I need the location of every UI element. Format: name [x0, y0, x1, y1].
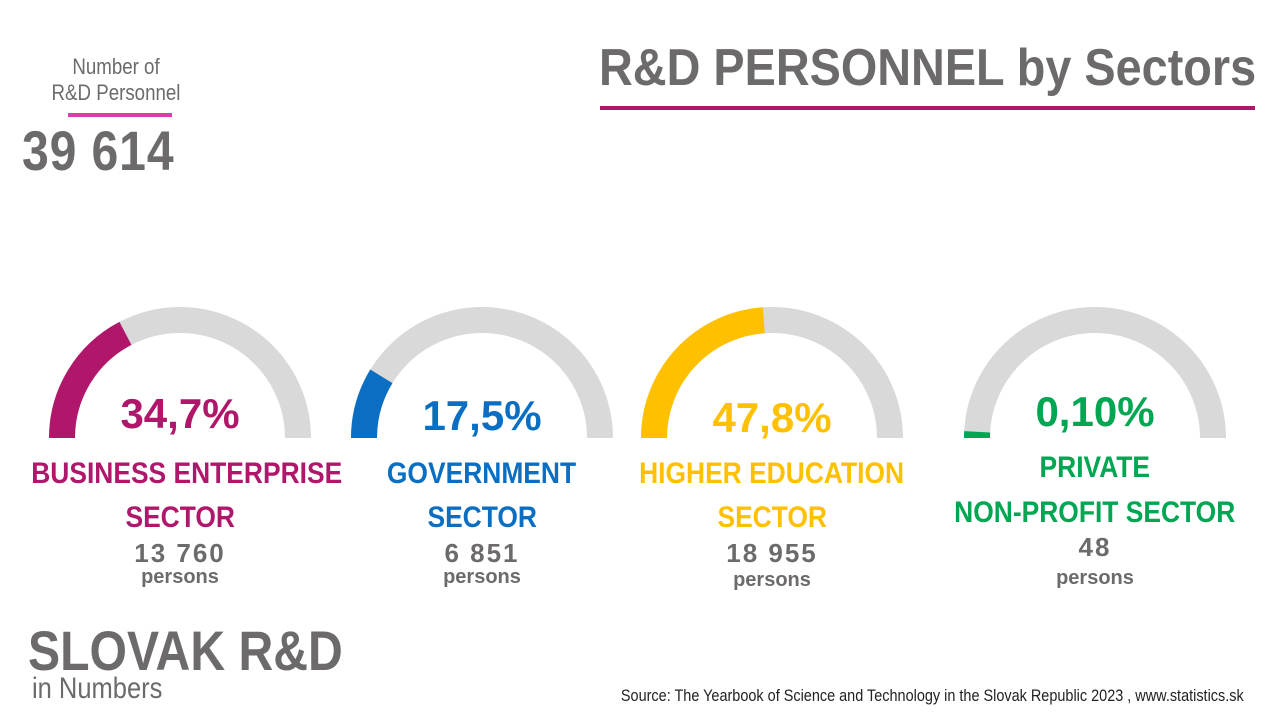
gauge-svg	[351, 307, 613, 439]
gauge-sector-label: NON-PROFIT SECTOR	[954, 496, 1236, 529]
gauge-count: 6 851	[444, 538, 520, 568]
page-title: R&D PERSONNEL by Sectors	[598, 39, 1256, 97]
source-note: Source: The Yearbook of Science and Tech…	[621, 686, 1244, 705]
gauge-svg	[49, 307, 311, 439]
gauge-3: 47,8% HIGHER EDUCATION SECTOR 18 955 persons	[622, 300, 922, 600]
gauge-unit: persons	[733, 569, 811, 591]
gauge-percent-label: 17,5%	[422, 392, 542, 439]
gauge-value-arc	[351, 369, 393, 439]
gauge-unit: persons	[141, 566, 219, 588]
gauge-unit: persons	[443, 566, 521, 588]
gauge-sector-label: SECTOR	[717, 501, 827, 534]
gauge-count: 18 955	[726, 538, 818, 568]
gauge-value-arc	[49, 321, 132, 439]
footer-subtitle: in Numbers	[32, 672, 163, 705]
gauge-sector-label: PRIVATE	[1039, 451, 1151, 484]
gauge-sector-label: SECTOR	[427, 501, 537, 534]
total-label-line1: Number of	[72, 54, 160, 79]
total-value: 39 614	[22, 119, 175, 182]
gauge-sector-label: GOVERNMENT	[387, 457, 577, 490]
gauge-sector-label: BUSINESS ENTERPRISE	[31, 457, 343, 490]
gauge-2: 17,5% GOVERNMENT SECTOR 6 851 persons	[332, 300, 632, 600]
gauge-sector-label: HIGHER EDUCATION	[639, 457, 905, 490]
gauge-count: 48	[1078, 532, 1112, 562]
gauge-percent-label: 0,10%	[1035, 388, 1155, 435]
gauge-svg	[641, 307, 903, 439]
footer-title: SLOVAK R&D	[28, 619, 343, 682]
title-underline	[600, 106, 1255, 110]
gauge-unit: persons	[1056, 567, 1134, 589]
gauge-1: 34,7% BUSINESS ENTERPRISE SECTOR 13 760 pers…	[30, 300, 342, 600]
gauge-percent-label: 47,8%	[712, 394, 832, 441]
gauge-svg	[963, 307, 1226, 439]
total-label-line2: R&D Personnel	[51, 80, 181, 105]
gauge-percent-label: 34,7%	[120, 390, 240, 437]
gauge-sector-label: SECTOR	[125, 501, 235, 534]
gauge-4: 0,10% PRIVATE NON-PROFIT SECTOR 48 persons	[945, 300, 1245, 600]
gauge-value-arc	[641, 307, 766, 439]
gauge-count: 13 760	[134, 538, 226, 568]
total-underline	[68, 113, 172, 117]
gauge-track	[964, 307, 1226, 439]
total-label: Number of R&D Personnel	[26, 54, 206, 106]
